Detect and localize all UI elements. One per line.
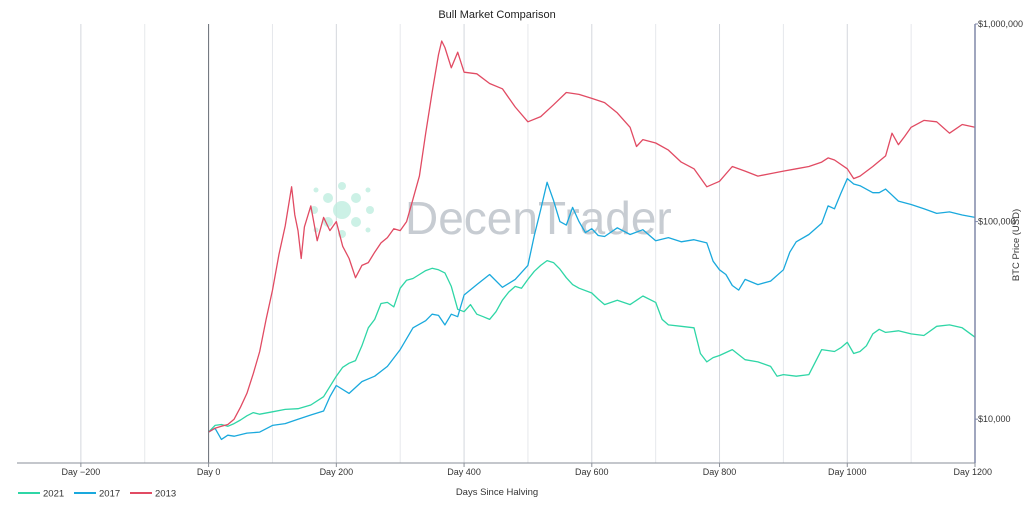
series-line-2021	[208, 259, 976, 433]
axes	[17, 24, 976, 464]
legend-label: 2017	[99, 489, 120, 500]
y-tick-label: $100,000	[978, 217, 1016, 227]
watermark-dot	[323, 193, 333, 203]
watermark-dot	[333, 201, 351, 219]
x-tick-label: Day 800	[703, 467, 737, 477]
y-axis-ticks: $10,000 $100,000 $1,000,000	[975, 19, 1023, 424]
watermark-dot	[365, 187, 371, 193]
x-axis-ticks: Day −200 Day 0 Day 200 Day 400 Day 600 Day 80…	[61, 463, 992, 477]
x-tick-label: Day 400	[447, 467, 481, 477]
series-line-2017	[208, 177, 976, 441]
x-tick-label: Day 200	[320, 467, 354, 477]
watermark-dot	[351, 217, 361, 227]
watermark-dot	[313, 187, 319, 193]
x-axis-title: Days Since Halving	[456, 487, 538, 498]
watermark: DecenTrader	[310, 182, 672, 244]
legend-item-2021[interactable]: 2021	[18, 489, 64, 500]
watermark-dot	[366, 206, 374, 214]
y-axis-title: BTC Price (USD)	[1011, 209, 1022, 281]
watermark-logo-icon	[310, 182, 374, 238]
x-tick-label: Day 1200	[953, 467, 992, 477]
watermark-dot	[338, 182, 346, 190]
legend-label: 2021	[43, 489, 64, 500]
legend: 2021 2017 2013	[18, 489, 176, 500]
watermark-dot	[323, 217, 333, 227]
series-lines	[208, 40, 976, 441]
y-tick-label: $10,000	[978, 414, 1011, 424]
legend-item-2013[interactable]: 2013	[130, 489, 176, 500]
watermark-dot	[351, 193, 361, 203]
chart-title: Bull Market Comparison	[438, 9, 555, 21]
watermark-dot	[365, 227, 371, 233]
x-tick-label: Day 0	[197, 467, 221, 477]
y-tick-label: $1,000,000	[978, 19, 1023, 29]
x-tick-label: Day 600	[575, 467, 609, 477]
legend-item-2017[interactable]: 2017	[74, 489, 120, 500]
legend-label: 2013	[155, 489, 176, 500]
x-tick-label: Day −200	[61, 467, 100, 477]
grid-lines	[80, 24, 912, 463]
x-tick-label: Day 1000	[828, 467, 867, 477]
series-line-2013	[208, 40, 976, 433]
